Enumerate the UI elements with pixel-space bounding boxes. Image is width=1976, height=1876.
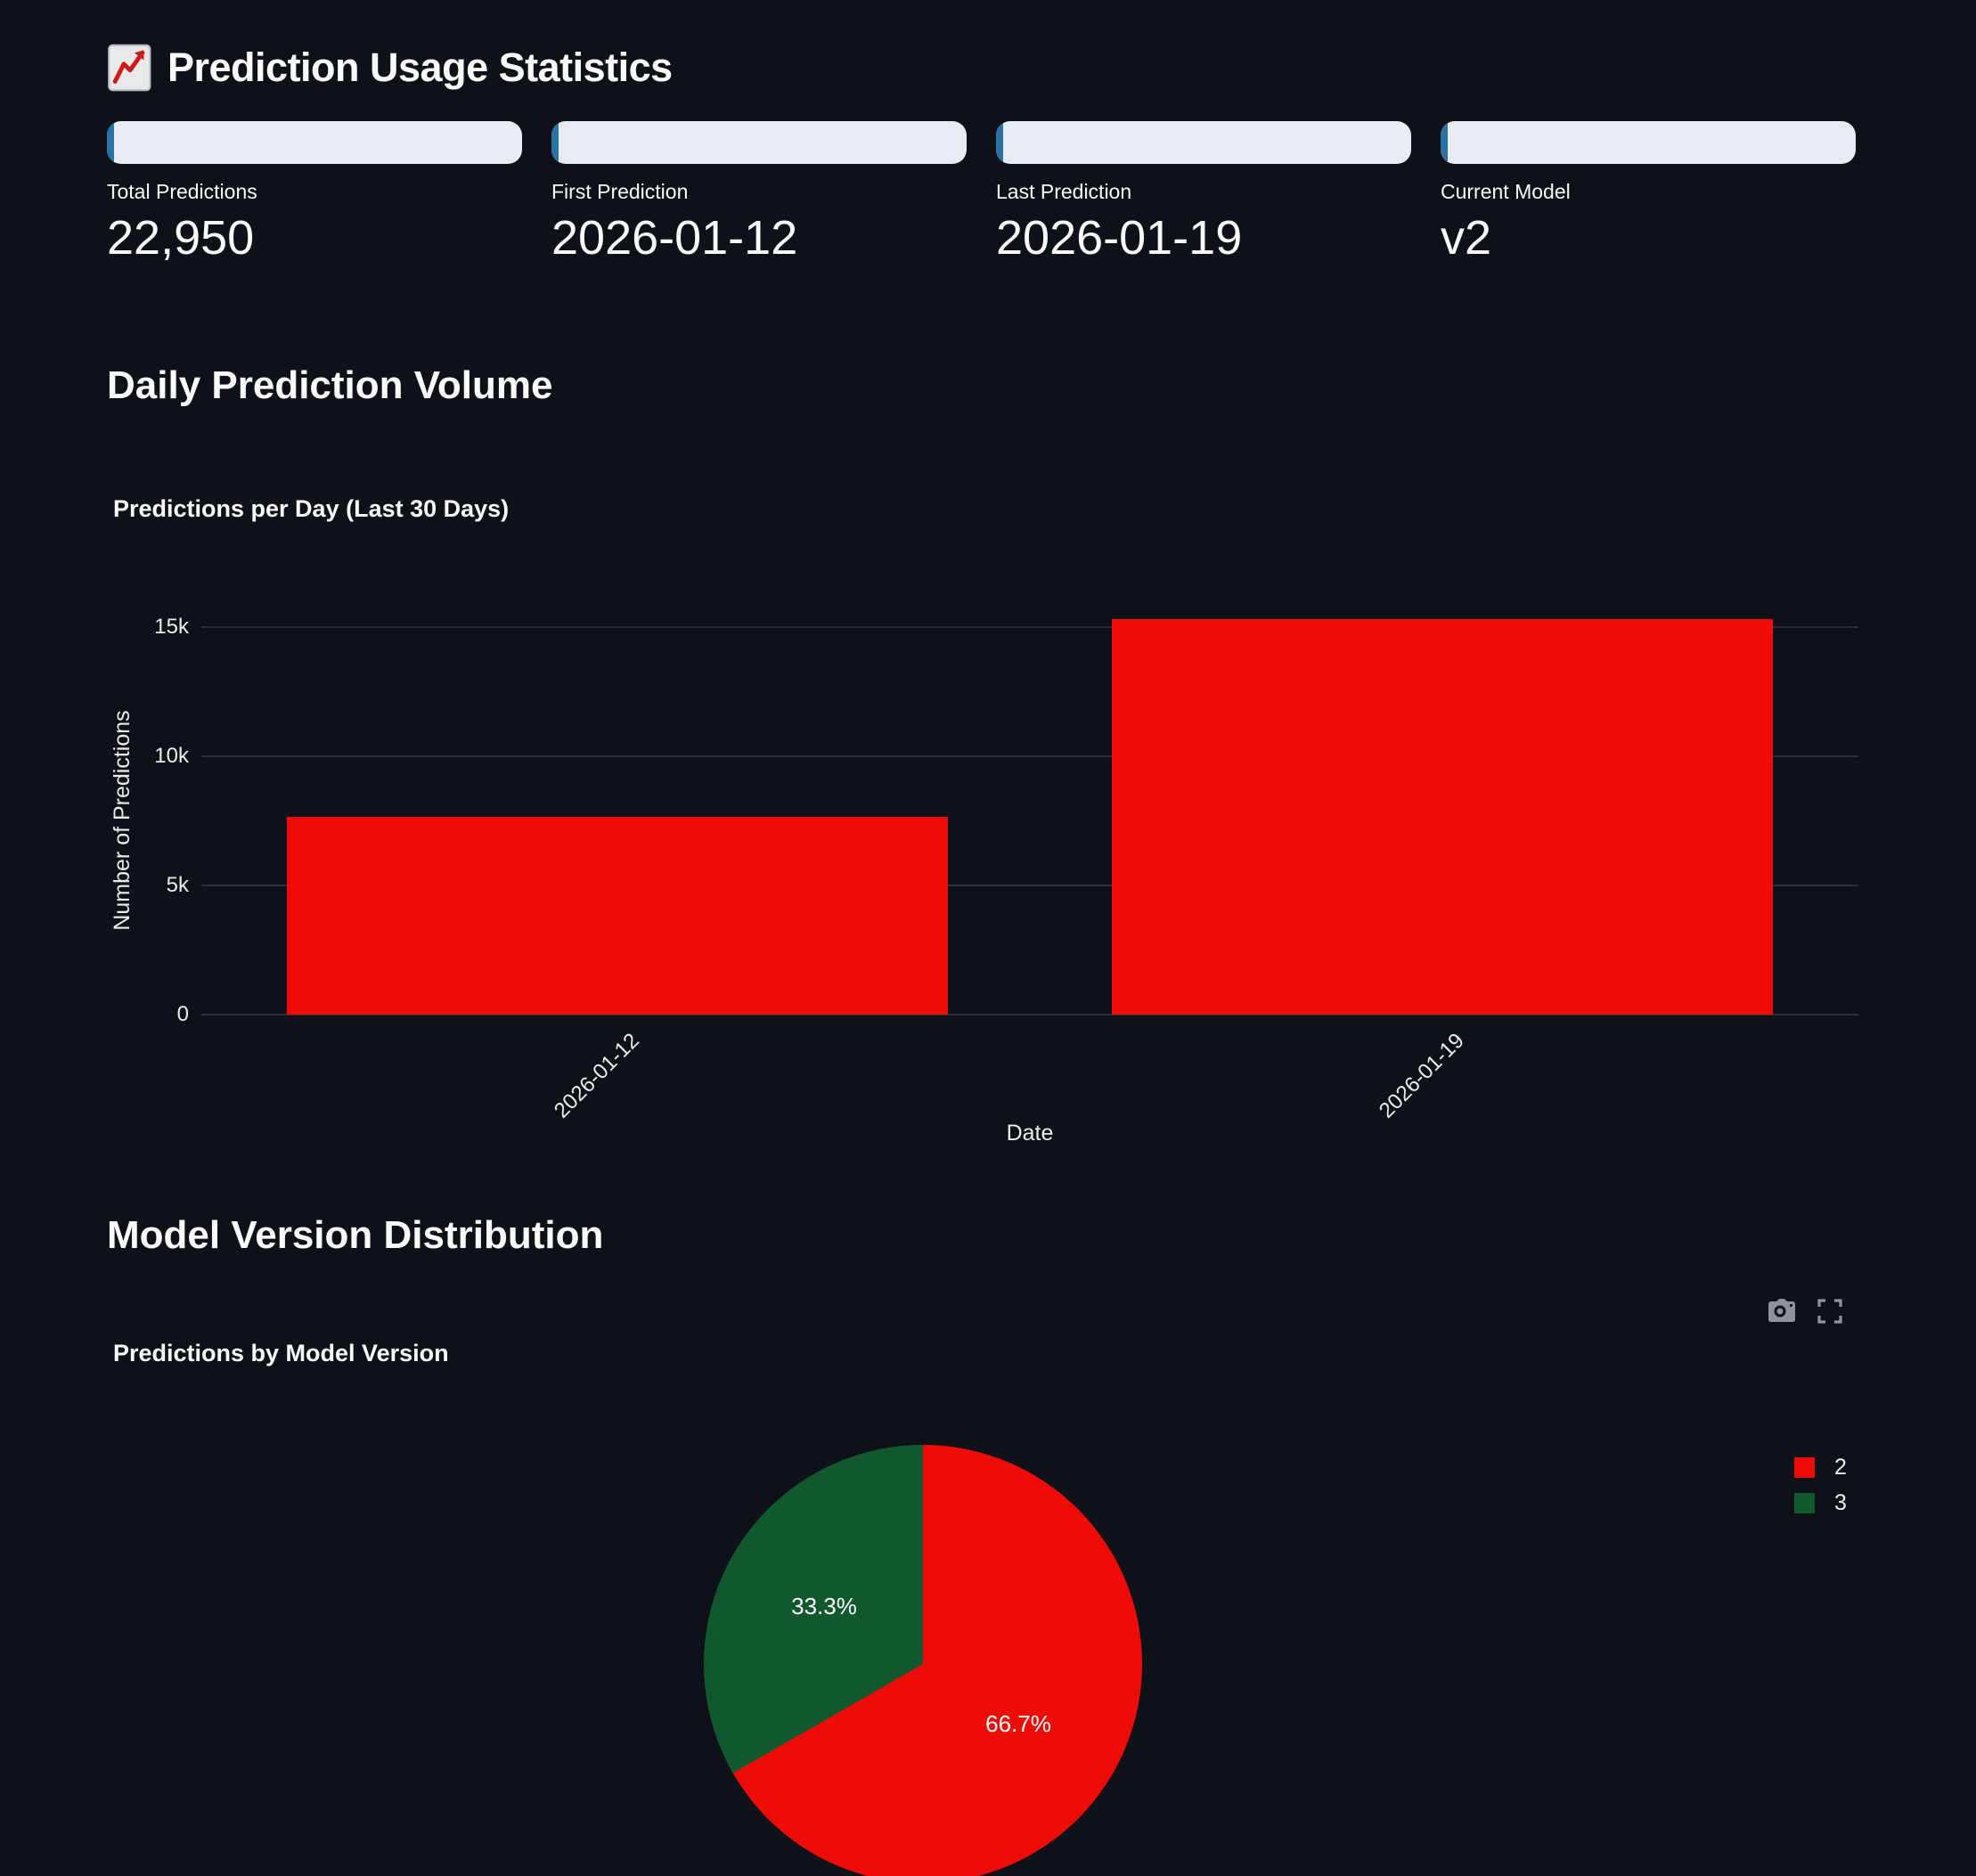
fullscreen-icon[interactable] — [1817, 1299, 1842, 1324]
metric-label: Total Predictions — [107, 180, 257, 203]
section-heading-daily-volume: Daily Prediction Volume — [107, 363, 553, 407]
plotly-modebar — [1768, 1299, 1842, 1324]
legend-swatch-red — [1794, 1457, 1815, 1478]
metric-value: v2 — [1441, 211, 1492, 265]
gridline-15k — [201, 626, 1858, 628]
gridline-5k — [201, 885, 1858, 886]
metric-current-model: Current Model v2 — [1441, 121, 1856, 264]
metric-pill — [107, 121, 522, 164]
section-heading-model-distribution: Model Version Distribution — [107, 1213, 604, 1257]
metric-value: 2026-01-12 — [551, 211, 798, 265]
metric-pill — [1441, 121, 1856, 164]
legend-swatch-green — [1794, 1493, 1815, 1513]
pill-accent-bar — [996, 121, 1003, 164]
ytick-10k: 10k — [154, 744, 189, 768]
page-title: Prediction Usage Statistics — [167, 45, 673, 90]
metric-last-prediction: Last Prediction 2026-01-19 — [996, 121, 1411, 264]
legend-label: 3 — [1834, 1490, 1847, 1515]
metric-pill — [996, 121, 1411, 164]
metrics-row: Total Predictions 22,950 First Predictio… — [107, 121, 1857, 264]
y-axis-title: Number of Predictions — [110, 710, 135, 931]
gridline-10k — [201, 755, 1858, 757]
xtick-2026-01-19: 2026-01-19 — [1374, 1028, 1469, 1123]
pill-accent-bar — [551, 121, 559, 164]
pie-chart-title: Predictions by Model Version — [113, 1340, 449, 1366]
pill-accent-bar — [1441, 121, 1448, 164]
pie-slices[interactable] — [704, 1445, 1142, 1876]
metric-value: 22,950 — [107, 211, 255, 265]
page-header: Prediction Usage Statistics — [107, 43, 673, 93]
ytick-0: 0 — [176, 1002, 189, 1026]
pie-slice-label-green: 33.3% — [791, 1593, 857, 1619]
legend-label: 2 — [1834, 1455, 1847, 1480]
metric-total-predictions: Total Predictions 22,950 — [107, 121, 522, 264]
metric-pill — [551, 121, 967, 164]
pie-legend: 2 3 — [1794, 1455, 1847, 1516]
pie-slice-label-red: 66.7% — [985, 1710, 1051, 1737]
bar-2026-01-12[interactable] — [287, 817, 948, 1015]
metric-label: First Prediction — [551, 180, 689, 203]
gridline-0 — [201, 1014, 1858, 1015]
xtick-2026-01-12: 2026-01-12 — [549, 1028, 644, 1123]
x-axis-title: Date — [1006, 1121, 1054, 1146]
bar-chart-title: Predictions per Day (Last 30 Days) — [113, 495, 510, 522]
camera-icon[interactable] — [1768, 1299, 1796, 1324]
metric-label: Current Model — [1441, 180, 1571, 203]
bar-2026-01-19[interactable] — [1112, 619, 1773, 1015]
legend-item-3[interactable]: 3 — [1794, 1490, 1847, 1516]
chart-increasing-emoji — [108, 44, 151, 92]
metric-value: 2026-01-19 — [996, 211, 1243, 265]
legend-item-2[interactable]: 2 — [1794, 1455, 1847, 1480]
ytick-15k: 15k — [154, 615, 189, 639]
ytick-5k: 5k — [166, 873, 189, 897]
metric-first-prediction: First Prediction 2026-01-12 — [551, 121, 967, 264]
metric-label: Last Prediction — [996, 180, 1132, 203]
pill-accent-bar — [107, 121, 114, 164]
